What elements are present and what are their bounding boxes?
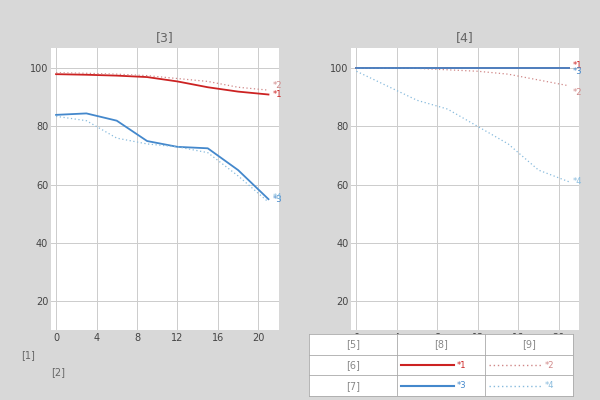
Text: [7]: [7] — [346, 381, 360, 391]
Text: *4: *4 — [272, 194, 282, 202]
Text: *3: *3 — [573, 67, 583, 76]
Text: [1]: [1] — [22, 350, 35, 360]
Title: [4]: [4] — [457, 31, 474, 44]
Text: [5]: [5] — [346, 339, 360, 349]
Text: [9]: [9] — [522, 339, 536, 349]
Text: *3: *3 — [272, 195, 282, 204]
Text: [8]: [8] — [434, 339, 448, 349]
Text: *1: *1 — [573, 61, 583, 70]
Text: *4: *4 — [545, 381, 554, 390]
Text: *1: *1 — [272, 90, 282, 99]
Text: *2: *2 — [545, 360, 554, 370]
Text: *4: *4 — [573, 177, 583, 186]
Text: [2]: [2] — [352, 367, 365, 377]
Text: [2]: [2] — [51, 367, 65, 377]
Text: *2: *2 — [573, 88, 583, 97]
Text: *2: *2 — [272, 82, 282, 90]
Title: [3]: [3] — [156, 31, 173, 44]
Text: [6]: [6] — [346, 360, 360, 370]
Text: [1]: [1] — [322, 350, 336, 360]
Text: *3: *3 — [457, 381, 466, 390]
Text: *1: *1 — [457, 360, 466, 370]
